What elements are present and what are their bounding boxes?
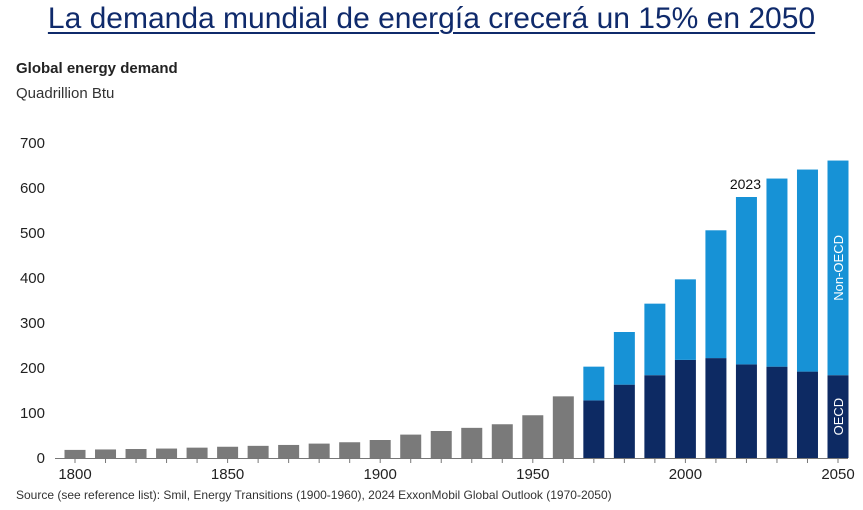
bar-historical xyxy=(491,424,513,458)
energy-demand-chart: 0 100 200 300 400 500 600 700 1800 1850 1900 1950 20… xyxy=(20,135,855,483)
bar-non-oecd xyxy=(796,169,818,372)
y-tick-label: 700 xyxy=(20,135,45,152)
y-tick-label: 100 xyxy=(20,405,45,422)
y-tick-label: 300 xyxy=(20,315,45,332)
bar-non-oecd xyxy=(827,160,849,376)
annotation-2023: 2023 xyxy=(730,176,761,192)
bar-non-oecd xyxy=(613,332,635,385)
series-label-oecd: OECD xyxy=(831,398,846,436)
x-tick-label: 2000 xyxy=(669,466,702,483)
bar-historical xyxy=(247,445,269,458)
bar-non-oecd xyxy=(583,366,605,401)
bar-historical xyxy=(95,449,117,458)
bar-non-oecd xyxy=(705,230,727,359)
bar-oecd xyxy=(674,359,696,458)
bar-historical xyxy=(522,415,544,458)
x-tick-label: 1800 xyxy=(58,466,91,483)
bar-historical xyxy=(156,448,178,458)
bar-oecd xyxy=(705,358,727,458)
x-tick-label: 1850 xyxy=(211,466,244,483)
bar-historical xyxy=(430,431,452,458)
bar-oecd xyxy=(644,375,666,458)
bar-oecd xyxy=(613,384,635,458)
bar-historical xyxy=(186,447,208,458)
bar-historical xyxy=(369,440,391,458)
headline: La demanda mundial de energía crecerá un… xyxy=(0,2,863,36)
bar-historical xyxy=(278,444,300,458)
headline-text: La demanda mundial de energía crecerá un… xyxy=(47,2,816,35)
bar-oecd xyxy=(796,371,818,458)
bar-non-oecd xyxy=(766,178,788,367)
bar-historical xyxy=(400,434,422,458)
series-label-non-oecd: Non-OECD xyxy=(831,235,846,301)
y-tick-label: 400 xyxy=(20,270,45,287)
bar-oecd xyxy=(583,400,605,458)
bar-historical xyxy=(552,396,574,458)
x-tick-label: 1900 xyxy=(364,466,397,483)
bar-historical xyxy=(308,443,330,458)
bar-non-oecd xyxy=(674,279,696,360)
bar-historical xyxy=(125,449,147,458)
bar-historical xyxy=(339,442,361,458)
y-tick-label: 600 xyxy=(20,180,45,197)
source-note: Source (see reference list): Smil, Energ… xyxy=(16,488,612,502)
y-tick-label: 200 xyxy=(20,360,45,377)
x-tick-label: 1950 xyxy=(516,466,549,483)
bar-oecd xyxy=(735,364,757,458)
x-tick-label: 2050 xyxy=(821,466,854,483)
bar-oecd xyxy=(827,375,849,458)
chart-title: Global energy demand xyxy=(16,60,178,77)
chart-subtitle: Quadrillion Btu xyxy=(16,85,115,102)
y-tick-label: 0 xyxy=(37,450,45,467)
bar-historical xyxy=(461,427,483,458)
bar-historical xyxy=(64,449,86,458)
bar-non-oecd xyxy=(735,197,757,365)
y-tick-label: 500 xyxy=(20,225,45,242)
bar-historical xyxy=(217,446,239,458)
bar-non-oecd xyxy=(644,303,666,376)
bar-oecd xyxy=(766,366,788,458)
